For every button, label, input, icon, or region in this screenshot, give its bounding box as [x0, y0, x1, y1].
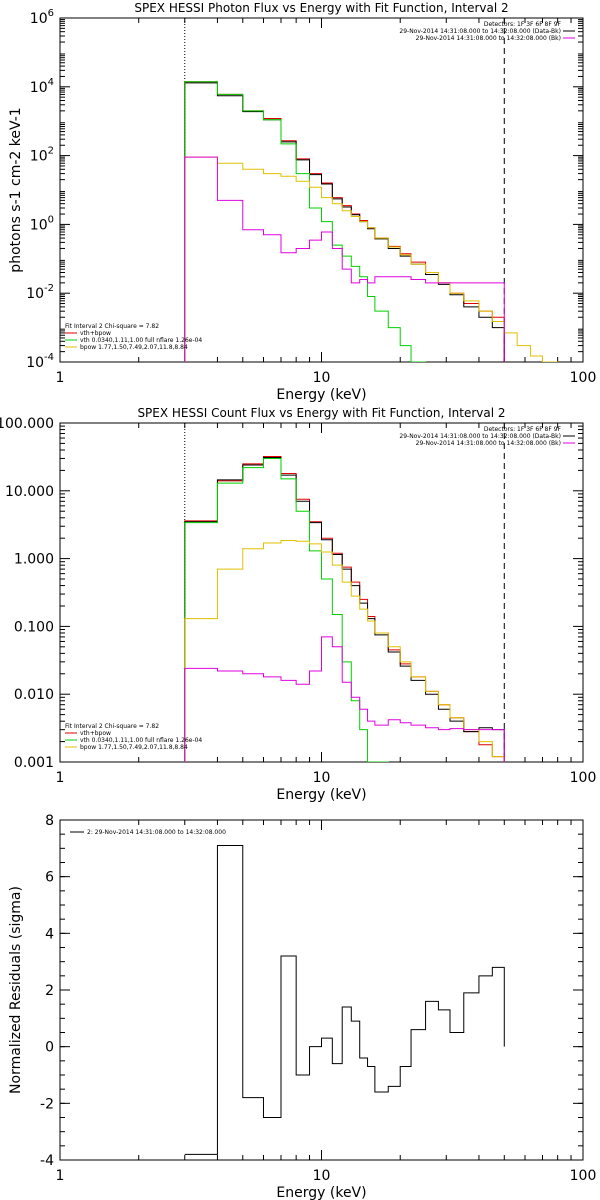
y-tick-label: 0	[45, 1040, 54, 1056]
x-axis-label: Energy (keV)	[276, 387, 366, 403]
y-tick-label: 0.100	[14, 619, 54, 635]
series-total-line	[184, 81, 505, 362]
legend-entry: vth 0.0340,1.11,1.00 full nflare 1.26e-0…	[80, 337, 202, 344]
y-tick-label: 10.000	[5, 484, 54, 500]
legend-detectors: Detectors: 1F 3F 6F 8F 9F	[484, 426, 562, 433]
x-tick-label: 1	[56, 1168, 65, 1184]
series-bpow-line	[184, 156, 559, 362]
y-tick-label: 106	[30, 8, 54, 27]
series-vth-line	[184, 457, 389, 762]
legend-fit-info: Fit Interval 2 Chi-square = 7.82	[65, 723, 159, 730]
y-tick-label: 100	[30, 214, 54, 233]
y-tick-label: -2	[40, 1096, 54, 1112]
legend-entry: 29-Nov-2014 14:31:08.000 to 14:32:08.000…	[416, 35, 561, 42]
y-tick-label: 10-2	[26, 283, 54, 302]
x-tick-label: 10	[313, 370, 331, 386]
y-tick-label: 100.000	[0, 416, 54, 432]
y-tick-label: 104	[30, 77, 54, 96]
y-tick-label: 1.000	[14, 552, 54, 568]
series-data-line	[184, 82, 505, 362]
legend-entry: bpow 1.77,1.50,7.49,2.07,11.8,8.84	[80, 744, 188, 751]
x-tick-label: 10	[313, 770, 331, 786]
series-vth-line	[184, 81, 427, 362]
legend-entry: 29-Nov-2014 14:31:08.000 to 14:32:08.000…	[416, 440, 561, 447]
y-tick-label: 102	[30, 146, 54, 165]
x-tick-label: 1	[56, 770, 65, 786]
chart-panel-3: 1 10 100 -4 -2 0 2 4 6 8 Energy (keV) Normalized Re…	[8, 813, 596, 1200]
legend-entry: 2: 29-Nov-2014 14:31:08.000 to 14:32:08.…	[87, 829, 226, 836]
x-tick-label: 100	[570, 1168, 597, 1184]
series-data-line	[184, 456, 505, 762]
y-tick-label: 0.010	[14, 687, 54, 703]
y-tick-label: 8	[45, 813, 54, 829]
x-tick-label: 1	[56, 370, 65, 386]
legend-detectors: Detectors: 1F 3F 6F 8F 9F	[484, 21, 562, 28]
chart-title: SPEX HESSI Photon Flux vs Energy with Fi…	[134, 1, 508, 15]
y-axis-label: photons s-1 cm-2 keV-1	[8, 107, 24, 272]
y-tick-label: 0.001	[14, 755, 54, 771]
legend-entry: vth 0.0340,1.11,1.00 full nflare 1.26e-0…	[80, 737, 202, 744]
x-tick-label: 100	[570, 770, 597, 786]
chart-panel-1: SPEX HESSI Photon Flux vs Energy with Fi…	[8, 1, 596, 403]
legend-entry: vth+bpow	[80, 730, 111, 737]
legend-entry: bpow 1.77,1.50,7.49,2.07,11.8,8.84	[80, 344, 188, 351]
chart-title: SPEX HESSI Count Flux vs Energy with Fit…	[137, 406, 505, 420]
series-bkg-line	[184, 156, 505, 362]
y-axis-label: Normalized Residuals (sigma)	[8, 886, 24, 1094]
y-tick-label: 10-4	[26, 352, 54, 371]
y-tick-label: 4	[45, 926, 54, 942]
series-bpow-line	[184, 539, 505, 762]
x-axis-label: Energy (keV)	[276, 787, 366, 803]
chart-panel-2: SPEX HESSI Count Flux vs Energy with Fit…	[0, 406, 596, 803]
y-tick-label: 2	[45, 983, 54, 999]
legend-entry: vth+bpow	[80, 330, 111, 337]
x-axis-label: Energy (keV)	[276, 1185, 366, 1200]
x-tick-label: 100	[570, 370, 597, 386]
y-tick-label: 6	[45, 870, 54, 886]
x-tick-label: 10	[313, 1168, 331, 1184]
series-data-line	[184, 845, 505, 1155]
legend-fit-info: Fit Interval 2 Chi-square = 7.82	[65, 323, 159, 330]
series-bkg-line	[184, 636, 505, 762]
legend-entry: 29-Nov-2014 14:31:08.000 to 14:32:08.000…	[399, 28, 561, 35]
y-tick-label: -4	[40, 1153, 54, 1169]
legend-entry: 29-Nov-2014 14:31:08.000 to 14:32:08.000…	[399, 433, 561, 440]
